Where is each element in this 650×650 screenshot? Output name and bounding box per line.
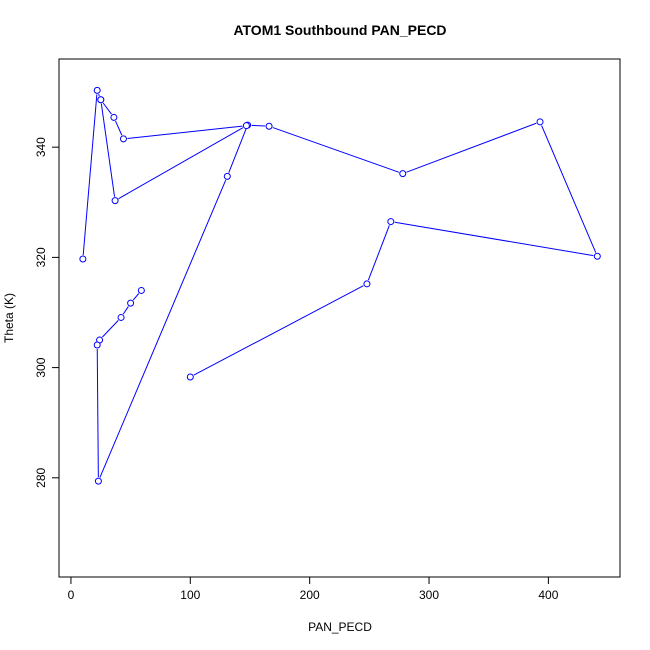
data-point — [119, 135, 127, 143]
data-point — [93, 341, 101, 349]
data-point — [127, 299, 135, 307]
series-2 — [79, 86, 250, 263]
data-point — [363, 280, 371, 288]
series-line-segment — [394, 221, 594, 257]
y-tick-label: 280 — [34, 467, 48, 487]
data-point — [387, 218, 395, 226]
x-tick-label: 200 — [300, 588, 320, 602]
series-line-segment — [228, 128, 247, 173]
data-point — [265, 122, 273, 130]
x-axis-label: PAN_PECD — [308, 620, 372, 634]
series-line-segment — [406, 122, 537, 173]
y-tick-label: 320 — [34, 247, 48, 267]
y-axis-label: Theta (K) — [2, 293, 16, 343]
data-point — [117, 313, 125, 321]
series-line-segment — [132, 293, 140, 301]
series-line-segment — [193, 285, 364, 376]
data-point — [593, 252, 601, 260]
x-axis: 0 100 200 300 400 — [68, 576, 559, 602]
data-point — [93, 86, 101, 94]
chart-title: ATOM1 Southbound PAN_PECD — [233, 22, 446, 38]
y-axis: 280 300 320 340 — [34, 137, 60, 488]
series-line-segment — [101, 320, 119, 338]
y-tick-label: 340 — [34, 137, 48, 157]
y-tick-label: 300 — [34, 357, 48, 377]
data-point — [110, 113, 118, 121]
series-line-segment — [367, 225, 390, 281]
data-point — [137, 286, 145, 294]
x-tick-label: 400 — [538, 588, 558, 602]
series-1 — [93, 118, 601, 485]
series-line-segment — [102, 102, 112, 115]
series-line-segment — [272, 127, 400, 173]
data-point — [111, 197, 119, 205]
series-line-segment — [127, 125, 243, 139]
series-line-segment — [541, 125, 597, 253]
series-line-segment — [96, 348, 99, 478]
x-tick-label: 300 — [419, 588, 439, 602]
series-line-segment — [99, 179, 227, 478]
series-layer — [79, 86, 601, 485]
series-line-segment — [122, 306, 129, 315]
data-point — [79, 255, 87, 263]
data-point — [223, 172, 231, 180]
series-line-segment — [251, 124, 266, 127]
x-tick-label: 0 — [68, 588, 75, 602]
data-point — [186, 373, 194, 381]
data-point — [94, 477, 102, 485]
series-line-segment — [98, 93, 100, 97]
series-line-segment — [115, 120, 123, 136]
series-line-segment — [118, 127, 244, 200]
data-point — [242, 122, 250, 130]
series-line-segment — [100, 103, 116, 197]
data-point — [536, 118, 544, 126]
series-line-segment — [82, 94, 98, 256]
data-point — [97, 96, 105, 104]
data-point — [399, 170, 407, 178]
x-tick-label: 100 — [180, 588, 200, 602]
